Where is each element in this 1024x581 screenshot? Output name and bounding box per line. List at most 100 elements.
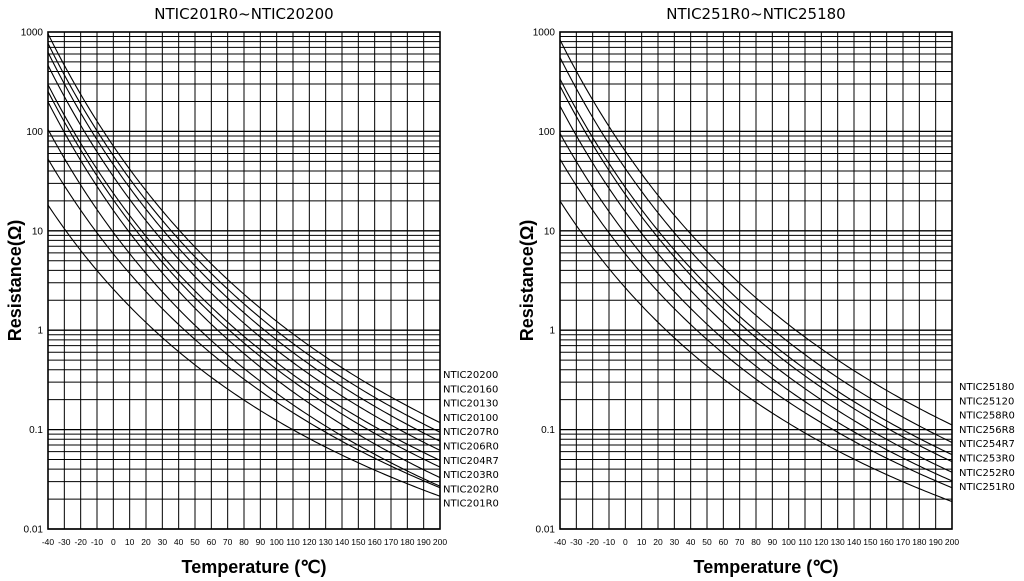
x-tick-label: 100 — [270, 537, 284, 547]
series-line-ntic254r7 — [559, 105, 953, 473]
x-tick-label: 30 — [158, 537, 168, 547]
series-line-ntic20160 — [47, 43, 441, 433]
legend-label: NTIC206R0 — [443, 442, 499, 453]
y-tick-label: 1000 — [533, 28, 556, 39]
plot-frame — [559, 31, 953, 530]
x-tick-label: -10 — [603, 537, 616, 547]
x-tick-label: -10 — [91, 537, 104, 547]
series-line-ntic25120 — [559, 57, 953, 443]
x-tick-label: -40 — [554, 537, 567, 547]
x-tick-label: 80 — [751, 537, 761, 547]
legend-label: NTIC258R0 — [959, 411, 1015, 422]
x-tick-label: 20 — [141, 537, 151, 547]
x-tick-label: 10 — [125, 537, 135, 547]
x-tick-label: -20 — [75, 537, 88, 547]
y-tick-label: 0.1 — [541, 425, 555, 436]
series-line-ntic204r7 — [47, 101, 441, 479]
x-tick-label: 120 — [814, 537, 828, 547]
legend-label: NTIC201R0 — [443, 499, 499, 510]
y-tick-label: 0.1 — [29, 425, 43, 436]
x-tick-label: 10 — [637, 537, 647, 547]
legend-label: NTIC253R0 — [959, 454, 1015, 465]
legend-label: NTIC256R8 — [959, 425, 1015, 436]
x-tick-label: 60 — [719, 537, 729, 547]
legend-label: NTIC254R7 — [959, 439, 1015, 450]
x-tick-label: 180 — [912, 537, 926, 547]
plot-frame — [47, 31, 441, 530]
x-tick-label: 20 — [653, 537, 663, 547]
legend-label: NTIC20200 — [443, 370, 498, 381]
legend-label: NTIC25180 — [959, 382, 1014, 393]
x-tick-label: 200 — [433, 537, 447, 547]
legend-label: NTIC25120 — [959, 396, 1014, 407]
x-tick-label: 150 — [863, 537, 877, 547]
y-tick-label: 10 — [544, 226, 556, 237]
x-tick-label: 190 — [417, 537, 431, 547]
x-tick-label: 170 — [384, 537, 398, 547]
series-line-ntic253r0 — [559, 133, 953, 482]
legend-label: NTIC20130 — [443, 399, 498, 410]
x-tick-label: 130 — [319, 537, 333, 547]
legend-label: NTIC20100 — [443, 413, 498, 424]
series-line-ntic258r0 — [559, 78, 953, 456]
x-axis-label: Temperature (℃) — [694, 557, 839, 577]
x-tick-label: 30 — [670, 537, 680, 547]
x-tick-label: 0 — [111, 537, 116, 547]
series-line-ntic25180 — [559, 39, 953, 426]
x-tick-label: 150 — [351, 537, 365, 547]
x-tick-label: 40 — [174, 537, 184, 547]
x-tick-label: 90 — [768, 537, 778, 547]
x-tick-label: 180 — [400, 537, 414, 547]
x-tick-label: 160 — [880, 537, 894, 547]
series-line-ntic203r0 — [47, 129, 441, 487]
legend-label: NTIC251R0 — [959, 482, 1015, 493]
x-tick-label: 60 — [207, 537, 217, 547]
legend-label: NTIC252R0 — [959, 468, 1015, 479]
y-axis-label: Resistance(Ω) — [517, 220, 537, 341]
series-line-ntic20100 — [47, 65, 441, 451]
chart-title: NTIC251R0~NTIC25180 — [666, 5, 845, 23]
y-tick-label: 0.01 — [536, 525, 556, 536]
x-tick-label: 170 — [896, 537, 910, 547]
x-tick-label: -40 — [42, 537, 55, 547]
series-line-ntic251r0 — [559, 200, 953, 503]
x-tick-label: 200 — [945, 537, 959, 547]
x-tick-label: 90 — [256, 537, 266, 547]
y-tick-label: 100 — [538, 127, 555, 138]
x-tick-label: 50 — [190, 537, 200, 547]
legend-label: NTIC203R0 — [443, 470, 499, 481]
legend-label: NTIC202R0 — [443, 484, 499, 495]
x-tick-label: 140 — [847, 537, 861, 547]
chart-title: NTIC201R0~NTIC20200 — [154, 5, 333, 23]
series-line-ntic202r0 — [47, 158, 441, 489]
x-tick-label: 50 — [702, 537, 712, 547]
x-axis-label: Temperature (℃) — [182, 557, 327, 577]
series-line-ntic256r8 — [559, 85, 953, 463]
series-line-ntic20130 — [47, 52, 441, 442]
x-tick-label: 70 — [223, 537, 233, 547]
y-tick-label: 1000 — [21, 28, 44, 39]
x-tick-label: 0 — [623, 537, 628, 547]
y-tick-label: 10 — [32, 226, 44, 237]
series-line-ntic201r0 — [47, 204, 441, 497]
chart-panel-right: NTIC251R0~NTIC25180 0.01 0.1 1 10 100 1000 -40-… — [512, 0, 1024, 581]
y-axis-label: Resistance(Ω) — [5, 220, 25, 341]
x-tick-label: 190 — [929, 537, 943, 547]
x-tick-label: 70 — [735, 537, 745, 547]
series-line-ntic206r0 — [47, 91, 441, 468]
x-tick-label: -30 — [570, 537, 583, 547]
x-tick-label: 120 — [302, 537, 316, 547]
series-line-ntic252r0 — [559, 158, 953, 489]
chart-right: NTIC251R0~NTIC251800.010.11101001000-40-… — [517, 5, 1015, 577]
x-tick-label: 110 — [286, 537, 300, 547]
y-tick-label: 100 — [26, 127, 43, 138]
legend-label: NTIC207R0 — [443, 427, 499, 438]
x-tick-label: 100 — [782, 537, 796, 547]
y-tick-label: 1 — [37, 326, 43, 337]
x-tick-label: 140 — [335, 537, 349, 547]
y-tick-label: 0.01 — [24, 525, 44, 536]
chart-left: NTIC201R0~NTIC202000.010.11101001000-40-… — [5, 5, 499, 577]
legend-label: NTIC20160 — [443, 384, 498, 395]
chart-panel-left: NTIC201R0~NTIC20200 0.01 0.1 1 10 100 1000 -40-… — [5, 5, 499, 577]
series-line-ntic20200 — [47, 33, 441, 424]
